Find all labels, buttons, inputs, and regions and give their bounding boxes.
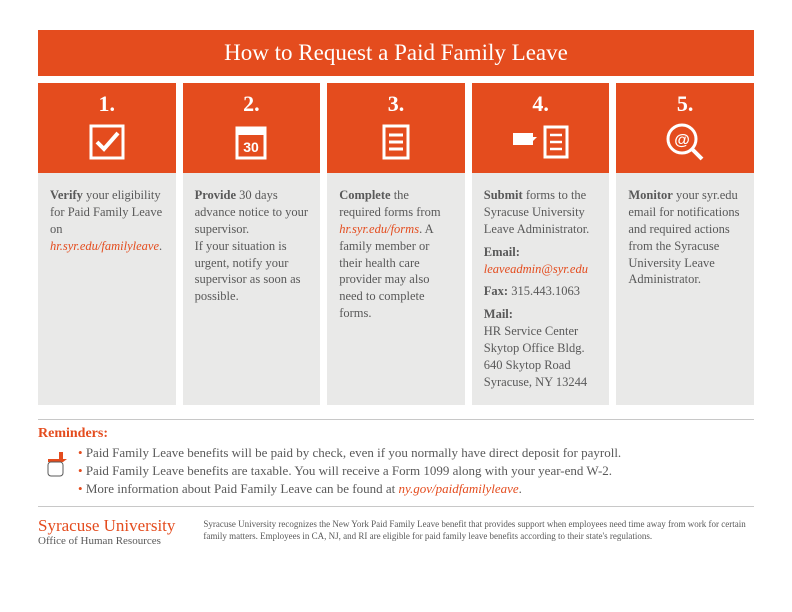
step-1-header: 1. (38, 83, 176, 173)
step-1: 1. Verify your eligibility for Paid Fami… (38, 83, 176, 405)
step-3-number: 3. (327, 91, 465, 117)
step-5-number: 5. (616, 91, 754, 117)
footer-disclaimer: Syracuse University recognizes the New Y… (203, 517, 754, 542)
step-5-body: Monitor your syr.edu email for notificat… (616, 173, 754, 405)
svg-text:30: 30 (244, 139, 260, 155)
checkbox-icon (38, 121, 176, 163)
step-3: 3. Complete the required forms from hr.s… (327, 83, 465, 405)
step-3-body: Complete the required forms from hr.syr.… (327, 173, 465, 405)
document-icon (327, 121, 465, 163)
step-2-body: Provide 30 days advance notice to your s… (183, 173, 321, 405)
calendar-icon: 30 (183, 121, 321, 163)
footer-brand: Syracuse University Office of Human Reso… (38, 517, 175, 547)
step-3-header: 3. (327, 83, 465, 173)
footer-org: Syracuse University (38, 517, 175, 535)
step-4-body: Submit forms to the Syracuse University … (472, 173, 610, 405)
step-3-bold: Complete (339, 188, 390, 202)
step-5: 5. @ Monitor your syr.edu email for noti… (616, 83, 754, 405)
reminder-item-3: More information about Paid Family Leave… (78, 480, 621, 498)
step-1-number: 1. (38, 91, 176, 117)
step-3-tail: . A family member or their health care p… (339, 222, 433, 320)
reminder-item-2: Paid Family Leave benefits are taxable. … (78, 462, 621, 480)
footer-dept: Office of Human Resources (38, 535, 175, 547)
step-4-header: 4. (472, 83, 610, 173)
step-4: 4. Submit forms to the Syracuse Universi… (472, 83, 610, 405)
step-4-email-label: Email: (484, 245, 520, 259)
svg-text:@: @ (674, 132, 690, 149)
step-1-bold: Verify (50, 188, 83, 202)
footer: Syracuse University Office of Human Reso… (38, 517, 754, 547)
page-title: How to Request a Paid Family Leave (38, 30, 754, 76)
reminders-title: Reminders: (38, 426, 754, 442)
step-1-body: Verify your eligibility for Paid Family … (38, 173, 176, 405)
reminders-list: Paid Family Leave benefits will be paid … (78, 444, 621, 499)
step-4-mail-label: Mail: (484, 307, 513, 321)
step-4-fax: 315.443.1063 (508, 284, 580, 298)
step-4-number: 4. (472, 91, 610, 117)
reminder-item-1: Paid Family Leave benefits will be paid … (78, 444, 621, 462)
step-5-text: your syr.edu email for notifications and… (628, 188, 739, 286)
step-2: 2. 30 Provide 30 days advance notice to … (183, 83, 321, 405)
step-5-header: 5. @ (616, 83, 754, 173)
step-5-bold: Monitor (628, 188, 672, 202)
step-4-mail: HR Service Center Skytop Office Bldg. 64… (484, 324, 587, 389)
step-4-email[interactable]: leaveadmin@syr.edu (484, 262, 588, 276)
step-2-number: 2. (183, 91, 321, 117)
step-4-bold: Submit (484, 188, 523, 202)
magnify-at-icon: @ (616, 121, 754, 163)
step-1-link[interactable]: hr.syr.edu/familyleave (50, 239, 159, 253)
step-1-tail: . (159, 239, 162, 253)
steps-row: 1. Verify your eligibility for Paid Fami… (38, 83, 754, 405)
reminder-link[interactable]: ny.gov/paidfamilyleave (398, 481, 518, 496)
hand-document-icon (472, 121, 610, 163)
reminders-section: Reminders: Paid Family Leave benefits wi… (38, 419, 754, 508)
step-2-extra: If your situation is urgent, notify your… (195, 239, 301, 304)
step-3-link[interactable]: hr.syr.edu/forms (339, 222, 419, 236)
step-2-header: 2. 30 (183, 83, 321, 173)
step-2-bold: Provide (195, 188, 236, 202)
step-4-fax-label: Fax: (484, 284, 508, 298)
pointing-hand-icon (38, 444, 78, 499)
